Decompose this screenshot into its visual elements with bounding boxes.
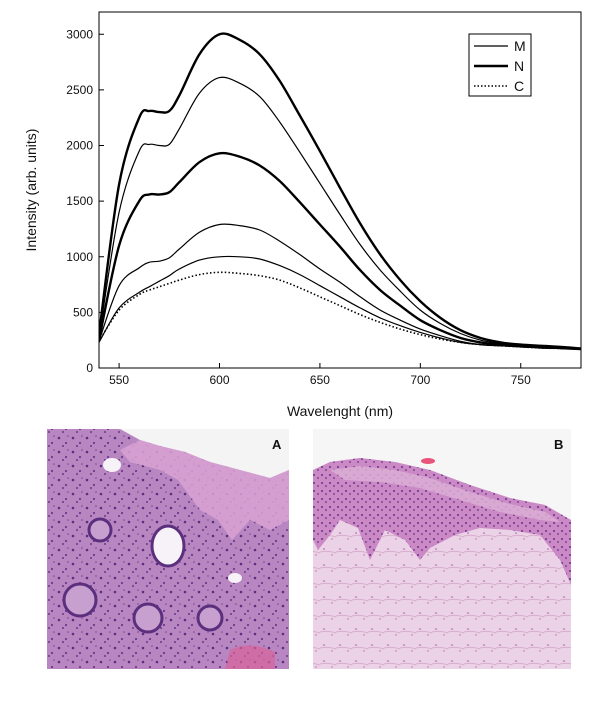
series-line-2	[99, 76, 581, 350]
panel-a-epithelium	[120, 440, 289, 540]
panel-b-red-cell	[421, 458, 435, 464]
x-tick-label: 600	[209, 373, 229, 387]
x-tick-label: 700	[410, 373, 430, 387]
panel-a-gland	[228, 573, 242, 583]
series-line-5	[99, 255, 581, 350]
plot-frame	[98, 11, 582, 369]
panel-a-gland	[150, 524, 186, 568]
panel-a-gland	[132, 602, 164, 634]
series-line-3	[99, 151, 581, 351]
panel-a-vessel	[225, 645, 275, 669]
legend-label-m: M	[514, 38, 526, 54]
panel-a-letter: A	[272, 437, 282, 452]
y-tick-label: 2500	[66, 83, 93, 97]
x-axis-title: Wavelenght (nm)	[287, 403, 393, 419]
legend-label-n: N	[514, 58, 524, 74]
series-line-1	[99, 32, 581, 350]
series-layer	[99, 32, 581, 351]
panel-b-epithelium-highlight	[330, 466, 560, 522]
x-tick-label: 750	[511, 373, 531, 387]
panel-b-letter: B	[554, 437, 563, 452]
y-tick-label: 1500	[66, 194, 93, 208]
histology-panel-a: A	[47, 429, 289, 669]
panel-a-gland	[62, 582, 98, 618]
y-tick-label: 0	[86, 361, 93, 375]
legend-label-c: C	[514, 78, 524, 94]
series-line-6	[99, 271, 581, 350]
y-axis-title: Intensity (arb. units)	[23, 129, 39, 252]
x-tick-label: 650	[310, 373, 330, 387]
y-tick-label: 2000	[66, 139, 93, 153]
panel-a-gland	[103, 458, 121, 472]
panel-b-epithelium	[313, 458, 571, 585]
panel-a-gland	[196, 604, 224, 632]
x-axis-ticks: 550 600 650 700 750	[109, 363, 531, 387]
y-tick-label: 500	[73, 305, 93, 319]
legend: M N C	[468, 33, 532, 97]
panel-a-gland	[87, 517, 113, 543]
histology-panel-b: B	[313, 429, 571, 669]
x-tick-label: 550	[109, 373, 129, 387]
panel-a-background	[120, 429, 289, 478]
y-tick-label: 3000	[66, 27, 93, 41]
series-line-4	[99, 223, 581, 350]
y-tick-label: 1000	[66, 250, 93, 264]
y-axis-ticks: 0 500 1000 1500 2000 2500 3000	[66, 27, 104, 375]
